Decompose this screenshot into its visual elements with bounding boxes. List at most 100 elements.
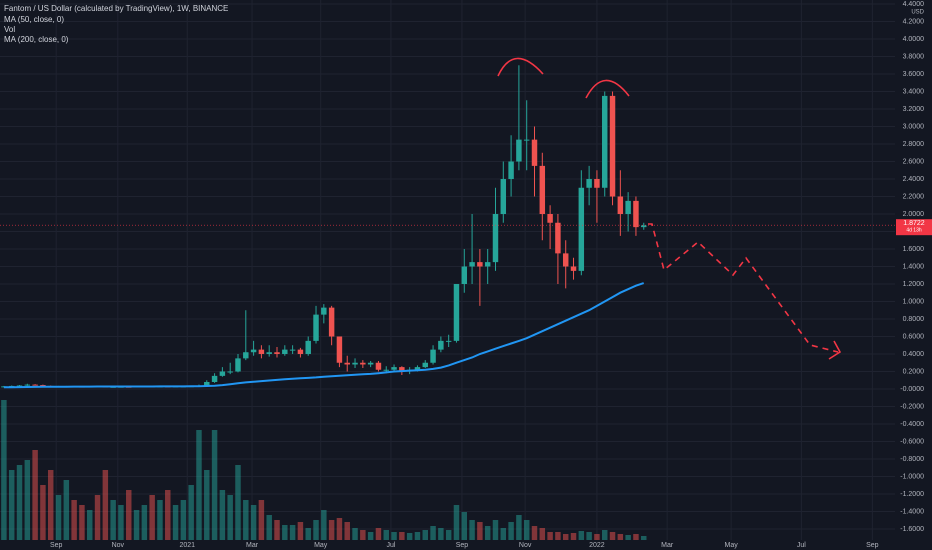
volume-bar bbox=[547, 532, 553, 540]
candle-body bbox=[523, 139, 530, 141]
volume-bar bbox=[438, 528, 444, 540]
candle-body bbox=[321, 307, 327, 315]
indicator-label: Vol bbox=[4, 25, 15, 34]
volume-bar bbox=[188, 485, 194, 540]
bar-countdown: 4d 13h bbox=[906, 228, 922, 234]
x-tick-label: Sep bbox=[456, 542, 469, 549]
volume-bar bbox=[633, 534, 639, 540]
x-tick-label: May bbox=[725, 542, 739, 549]
volume-bar bbox=[508, 522, 514, 540]
volume-bar bbox=[266, 515, 272, 540]
y-tick-label: 4.2000 bbox=[903, 18, 925, 25]
candle-body bbox=[32, 384, 38, 386]
candle-body bbox=[204, 381, 210, 386]
line-layer bbox=[3, 282, 645, 389]
volume-bar bbox=[79, 505, 85, 540]
candle-body bbox=[219, 371, 226, 376]
volume-bar bbox=[32, 450, 38, 540]
volume-bar bbox=[523, 520, 530, 540]
candle-body bbox=[641, 225, 647, 228]
volume-bar bbox=[289, 525, 296, 540]
axes: -1.6000 -1.4000 -1.2000 -1.0000 -0.8000 -0.60… bbox=[50, 1, 924, 549]
y-tick-label: 3.0000 bbox=[903, 123, 925, 130]
x-tick-label: Mar bbox=[246, 542, 259, 549]
y-tick-label: 2.8000 bbox=[903, 141, 925, 148]
y-tick-label: 3.2000 bbox=[903, 106, 925, 113]
candle-body bbox=[453, 283, 460, 341]
x-tick-label: 2021 bbox=[179, 542, 195, 549]
last-price-label: 1.8722 bbox=[903, 220, 925, 227]
projection-path bbox=[648, 223, 839, 353]
volume-bar bbox=[336, 518, 343, 540]
candle-body bbox=[430, 349, 436, 363]
volume-bar bbox=[414, 532, 421, 540]
y-tick-label: 4.0000 bbox=[903, 36, 925, 43]
candle-body bbox=[367, 362, 374, 365]
volume-bar bbox=[24, 460, 31, 540]
volume-bar bbox=[250, 505, 257, 540]
volume-bar bbox=[344, 522, 350, 540]
candle-body bbox=[492, 214, 499, 263]
candle-body bbox=[399, 367, 405, 372]
candle-body bbox=[243, 352, 249, 359]
volume-bar bbox=[625, 535, 631, 540]
volume-bar bbox=[133, 510, 140, 540]
y-tick-label: -0.2000 bbox=[900, 403, 924, 410]
x-tick-label: Jul bbox=[386, 542, 395, 549]
volume-bar bbox=[157, 500, 163, 540]
volume-bar bbox=[16, 465, 23, 540]
head-arc bbox=[497, 57, 544, 77]
y-tick-label: 4.4000 bbox=[903, 1, 925, 8]
volume-bar bbox=[47, 470, 54, 540]
volume-bar bbox=[531, 526, 538, 540]
y-tick-label: 1.6000 bbox=[903, 246, 925, 253]
volume-bar bbox=[196, 430, 202, 540]
candle-body bbox=[250, 349, 257, 353]
candle-body bbox=[562, 253, 569, 267]
candle-body bbox=[594, 179, 600, 188]
volume-bar bbox=[367, 532, 374, 540]
projection-arrow bbox=[828, 340, 842, 360]
candle-body bbox=[609, 95, 616, 197]
volume-bar bbox=[422, 530, 428, 540]
y-tick-label: -0.4000 bbox=[900, 421, 924, 428]
volume-bar bbox=[110, 500, 116, 540]
candle-body bbox=[539, 165, 546, 215]
candle-body bbox=[227, 371, 233, 373]
y-tick-label: -1.4000 bbox=[900, 508, 924, 515]
candle-body bbox=[633, 200, 639, 228]
candle-body bbox=[477, 262, 483, 267]
candle-body bbox=[445, 340, 452, 342]
volume-bar bbox=[516, 515, 522, 540]
y-tick-label: 3.8000 bbox=[903, 53, 925, 60]
volume-bar bbox=[406, 533, 413, 540]
candle-body bbox=[516, 139, 522, 162]
candle-body bbox=[336, 336, 343, 363]
volume-bar bbox=[360, 530, 366, 540]
y-tick-label: -0.8000 bbox=[900, 456, 924, 463]
candle-body bbox=[375, 362, 382, 370]
volume-bar bbox=[641, 536, 647, 540]
volume-bar bbox=[87, 510, 93, 540]
y-tick-label: -0.6000 bbox=[900, 438, 924, 445]
candle-body bbox=[383, 369, 389, 371]
candle-body bbox=[266, 352, 272, 354]
volume-bar bbox=[453, 505, 460, 540]
y-tick-label: 1.0000 bbox=[903, 298, 925, 305]
candle-body bbox=[289, 349, 296, 351]
candle-body bbox=[531, 139, 538, 166]
candle-body bbox=[297, 349, 304, 354]
candle-body bbox=[16, 385, 23, 387]
grid bbox=[0, 0, 895, 540]
candle-body bbox=[352, 362, 358, 365]
volume-bar bbox=[243, 500, 249, 540]
volume-bar bbox=[8, 470, 15, 540]
candle-body bbox=[24, 384, 31, 386]
candle-layer bbox=[1, 65, 647, 388]
candle-body bbox=[570, 266, 577, 271]
volume-bar bbox=[352, 528, 358, 540]
volume-bar bbox=[430, 526, 436, 540]
volume-bar bbox=[274, 520, 280, 540]
y-tick-label: 3.6000 bbox=[903, 71, 925, 78]
